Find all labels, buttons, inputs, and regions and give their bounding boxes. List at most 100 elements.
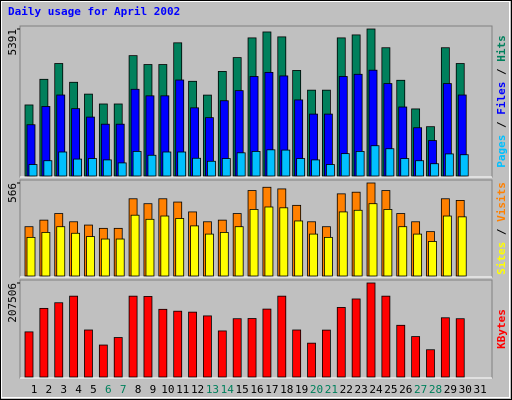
bar: [221, 158, 231, 177]
x-tick-label: 13: [206, 383, 219, 396]
bar: [444, 153, 454, 177]
legend-entry: Pages: [495, 135, 508, 168]
bar: [98, 344, 108, 378]
bar: [368, 203, 378, 277]
bar: [115, 238, 125, 277]
x-tick-label: 18: [280, 383, 293, 396]
bar: [381, 295, 391, 378]
bar: [338, 211, 348, 277]
x-tick-label: 25: [384, 383, 397, 396]
bar: [426, 349, 435, 378]
x-tick-label: 4: [75, 383, 82, 396]
bar: [28, 164, 38, 177]
bar: [84, 329, 93, 378]
bar: [130, 214, 140, 277]
legend: Pages / Files / Hits: [495, 35, 508, 168]
x-tick-label: 12: [191, 383, 204, 396]
bar: [353, 209, 363, 277]
x-tick-label: 6: [105, 383, 112, 396]
bar: [188, 311, 197, 378]
legend-separator: /: [495, 115, 508, 135]
bar: [39, 307, 49, 378]
bar: [294, 220, 304, 277]
bar: [175, 218, 185, 277]
x-tick-label: 7: [120, 383, 127, 396]
bar: [158, 308, 168, 378]
bar: [262, 308, 272, 378]
bar: [100, 238, 110, 277]
x-tick-label: 15: [236, 383, 249, 396]
bar: [190, 225, 199, 277]
bar: [234, 226, 244, 277]
x-tick-label: 8: [135, 383, 142, 396]
x-tick-label: 23: [355, 383, 368, 396]
bar: [160, 215, 170, 277]
bar: [128, 295, 138, 378]
legend-entry: Sites: [495, 242, 508, 275]
chart-title: Daily usage for April 2002: [8, 5, 180, 18]
legend-entry: Visits: [495, 182, 508, 222]
x-tick-label: 1: [31, 383, 38, 396]
bar: [54, 302, 64, 378]
bar: [86, 236, 95, 277]
legend: KBytes: [495, 309, 508, 349]
bar: [264, 206, 274, 277]
bar: [249, 209, 259, 277]
bar: [117, 162, 127, 177]
x-tick-label: 29: [444, 383, 457, 396]
bar: [232, 318, 242, 378]
bar: [143, 296, 153, 378]
bar: [400, 158, 410, 177]
legend-entry: KBytes: [495, 309, 508, 349]
bar: [336, 307, 346, 378]
bar: [219, 232, 229, 277]
legend-entry: Hits: [495, 35, 508, 62]
x-tick-label: 17: [265, 383, 278, 396]
bar: [43, 160, 53, 177]
x-tick-label: 14: [221, 383, 235, 396]
legend-separator: /: [495, 222, 508, 242]
bar: [26, 236, 36, 277]
bar: [296, 158, 306, 177]
x-tick-label: 21: [325, 383, 338, 396]
bar: [71, 232, 81, 277]
y-tick-label: 5391: [6, 29, 19, 56]
bar: [428, 241, 437, 277]
x-tick-label: 16: [250, 383, 263, 396]
bar: [247, 318, 257, 378]
bar: [162, 151, 172, 177]
x-tick-label: 11: [176, 383, 189, 396]
bar: [147, 154, 157, 177]
bar: [58, 151, 68, 177]
x-tick-label: 26: [399, 383, 412, 396]
bar: [73, 158, 83, 177]
x-tick-label: 30: [459, 383, 472, 396]
bar: [370, 145, 380, 177]
bar: [145, 218, 155, 277]
bar: [325, 164, 335, 177]
legend: Sites / Visits: [495, 182, 508, 275]
x-tick-label: 31: [473, 383, 486, 396]
bar: [307, 342, 316, 378]
x-tick-label: 10: [161, 383, 174, 396]
legend-entry: Files: [495, 82, 508, 115]
bar: [203, 315, 212, 378]
bar: [311, 159, 320, 177]
bar: [415, 160, 425, 177]
x-tick-label: 28: [429, 383, 442, 396]
bar: [351, 298, 361, 378]
bar: [398, 226, 408, 277]
x-tick-label: 20: [310, 383, 323, 396]
bar: [430, 163, 439, 177]
bar: [459, 154, 469, 177]
bar: [321, 329, 331, 378]
x-tick-label: 27: [414, 383, 427, 396]
x-tick-label: 24: [369, 383, 383, 396]
bar: [56, 226, 66, 277]
bar: [292, 329, 302, 378]
bar: [279, 207, 289, 277]
x-tick-label: 2: [46, 383, 53, 396]
